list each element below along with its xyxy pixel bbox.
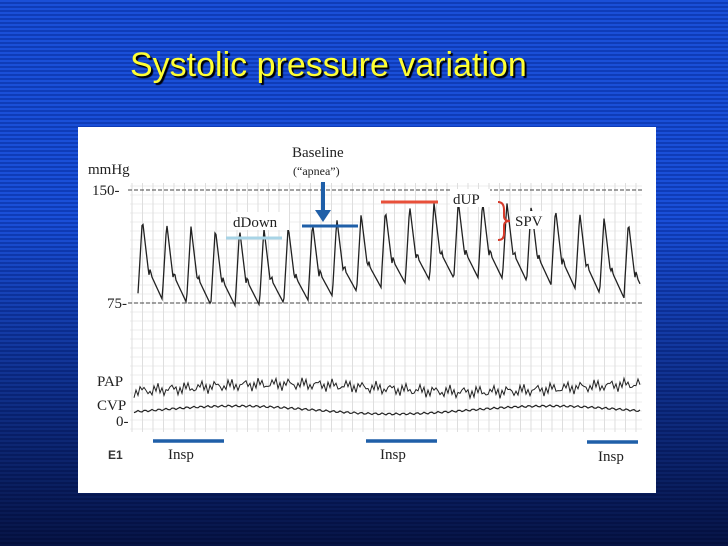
- insp-label: Insp: [168, 447, 194, 463]
- insp-label: Insp: [380, 447, 406, 463]
- insp-label: Insp: [598, 449, 624, 465]
- axis-label: 75-: [107, 296, 127, 312]
- trace-label: CVP: [97, 398, 126, 414]
- panel-label: E1: [108, 448, 123, 462]
- figure-background: [78, 127, 656, 493]
- spv-bracket: [497, 201, 511, 241]
- axis-label: 150-: [92, 183, 120, 199]
- ddown-label: dDown: [233, 215, 278, 231]
- spv-label: SPV: [515, 214, 543, 230]
- unit-label: mmHg: [88, 162, 130, 178]
- baseline-note: (“apnea”): [293, 164, 340, 178]
- arrow-head: [315, 210, 331, 222]
- axis-label: 0-: [116, 414, 129, 430]
- dup-label: dUP: [453, 192, 480, 208]
- slide-title: Systolic pressure variation: [130, 46, 527, 84]
- cvp-trace: [133, 404, 641, 416]
- baseline-label: Baseline: [292, 145, 344, 161]
- label-bg: [512, 211, 550, 229]
- grid: [130, 183, 642, 432]
- label-bg: [231, 212, 289, 230]
- arterial-trace: [137, 203, 641, 309]
- trace-label: PAP: [97, 374, 123, 390]
- pap-trace: [133, 376, 641, 400]
- label-bg: [450, 189, 490, 207]
